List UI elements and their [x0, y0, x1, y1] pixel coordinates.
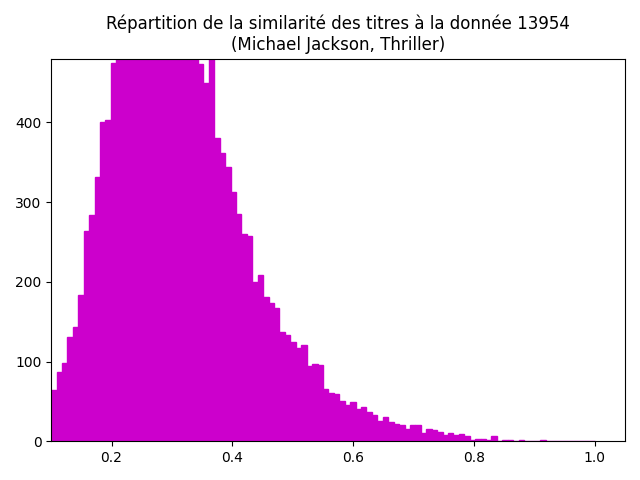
Bar [122, 0, 127, 441]
Bar [176, 0, 182, 441]
Bar [481, 439, 486, 441]
Bar [236, 214, 241, 441]
Bar [285, 335, 291, 441]
Bar [154, 0, 160, 441]
Bar [274, 308, 280, 441]
Bar [437, 432, 442, 441]
Bar [225, 167, 230, 441]
Bar [464, 436, 470, 441]
Bar [334, 394, 339, 441]
Bar [323, 389, 328, 441]
Bar [252, 282, 258, 441]
Bar [317, 365, 323, 441]
Bar [383, 417, 388, 441]
Bar [475, 439, 481, 441]
Bar [149, 0, 154, 441]
Bar [67, 337, 73, 441]
Bar [426, 429, 432, 441]
Bar [182, 4, 187, 441]
Bar [143, 0, 149, 441]
Bar [95, 178, 100, 441]
Bar [100, 122, 106, 441]
Bar [486, 440, 492, 441]
Bar [372, 415, 378, 441]
Bar [339, 401, 345, 441]
Bar [367, 412, 372, 441]
Bar [312, 364, 317, 441]
Bar [165, 0, 171, 441]
Bar [378, 420, 383, 441]
Bar [56, 372, 62, 441]
Title: Répartition de la similarité des titres à la donnée 13954
(Michael Jackson, Thri: Répartition de la similarité des titres … [106, 15, 570, 54]
Bar [89, 215, 95, 441]
Bar [106, 120, 111, 441]
Bar [73, 327, 78, 441]
Bar [241, 234, 247, 441]
Bar [258, 275, 263, 441]
Bar [198, 64, 204, 441]
Bar [280, 332, 285, 441]
Bar [291, 342, 296, 441]
Bar [361, 407, 367, 441]
Bar [350, 402, 356, 441]
Bar [160, 0, 165, 441]
Bar [448, 433, 453, 441]
Bar [432, 430, 437, 441]
Bar [404, 429, 410, 441]
Bar [116, 23, 122, 441]
Bar [193, 18, 198, 441]
Bar [78, 295, 84, 441]
Bar [492, 436, 497, 441]
Bar [301, 345, 307, 441]
Bar [171, 0, 176, 441]
Bar [269, 303, 274, 441]
Bar [442, 435, 448, 441]
Bar [399, 424, 404, 441]
Bar [263, 297, 269, 441]
Bar [84, 231, 89, 441]
Bar [220, 153, 225, 441]
Bar [459, 434, 464, 441]
Bar [230, 192, 236, 441]
Bar [138, 0, 143, 441]
Bar [132, 0, 138, 441]
Bar [388, 422, 394, 441]
Bar [209, 47, 214, 441]
Bar [410, 424, 415, 441]
Bar [328, 394, 334, 441]
Bar [51, 390, 56, 441]
Bar [415, 424, 421, 441]
Bar [345, 406, 350, 441]
Bar [307, 366, 312, 441]
Bar [214, 138, 220, 441]
Bar [247, 237, 252, 441]
Bar [127, 0, 132, 441]
Bar [62, 363, 67, 441]
Bar [453, 435, 459, 441]
Bar [296, 348, 301, 441]
Bar [394, 424, 399, 441]
Bar [111, 63, 116, 441]
Bar [421, 432, 426, 441]
Bar [356, 409, 361, 441]
Bar [204, 84, 209, 441]
Bar [187, 0, 193, 441]
